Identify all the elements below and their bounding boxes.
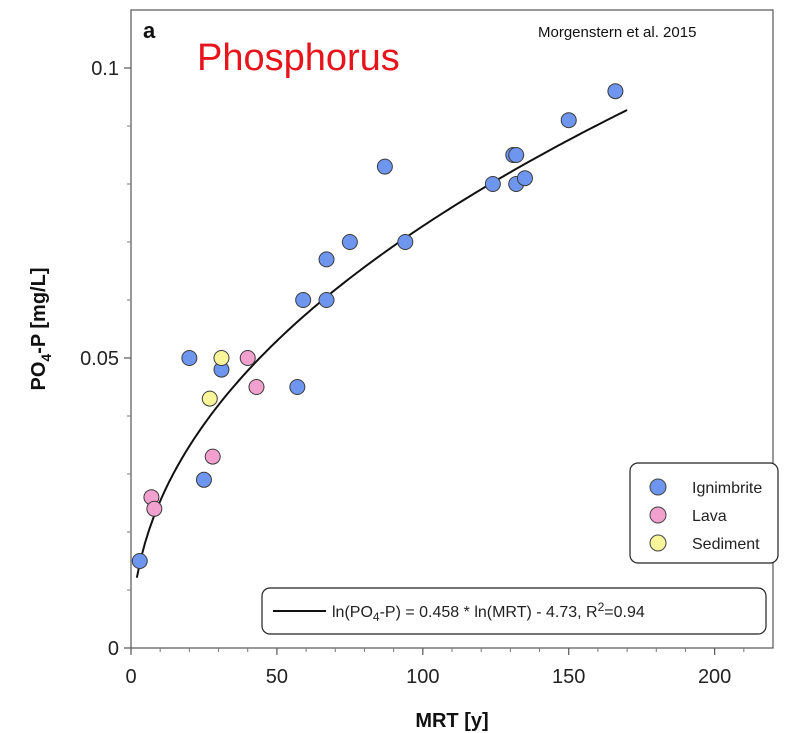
point-ignimbrite bbox=[341, 234, 358, 250]
point-ignimbrite bbox=[560, 112, 577, 129]
fit-equation-text: ln(PO4-P) = 0.458 * ln(MRT) - 4.73, R2=0… bbox=[332, 600, 645, 624]
legend-box bbox=[629, 462, 779, 564]
point-lava bbox=[204, 448, 221, 465]
legend-label-ignimbrite: Ignimbrite bbox=[692, 480, 762, 497]
fit-equation-box bbox=[261, 587, 767, 635]
y-axis-label: PO4-P [mg/L] bbox=[28, 268, 54, 391]
x-tick-label: 50 bbox=[266, 666, 288, 688]
point-ignimbrite bbox=[508, 147, 525, 163]
point-sediment bbox=[201, 390, 218, 407]
point-lava bbox=[248, 379, 265, 395]
point-ignimbrite bbox=[516, 170, 533, 187]
x-axis-label: MRT [y] bbox=[415, 710, 488, 732]
fit-curve bbox=[135, 109, 628, 578]
y-axis-label-main: PO bbox=[28, 362, 50, 391]
y-axis-ticks: 0 0.05 0.1 bbox=[80, 58, 131, 660]
point-ignimbrite bbox=[484, 176, 501, 192]
fit-eq-post: =0.94 bbox=[604, 604, 645, 621]
legend-marker-sediment bbox=[649, 534, 667, 552]
point-ignimbrite bbox=[295, 292, 312, 308]
fit-eq-subscript: 4 bbox=[373, 610, 380, 624]
point-ignimbrite bbox=[289, 379, 306, 395]
x-tick-label: 0 bbox=[125, 666, 136, 688]
fit-eq-pre: ln(PO bbox=[332, 604, 373, 621]
y-tick-label: 0.1 bbox=[91, 58, 119, 80]
chart-title: Phosphorus bbox=[197, 37, 400, 79]
point-lava bbox=[239, 350, 256, 366]
x-tick-label: 200 bbox=[698, 666, 731, 688]
point-ignimbrite bbox=[318, 292, 335, 308]
legend-label-lava: Lava bbox=[692, 508, 727, 525]
point-lava bbox=[146, 500, 163, 517]
legend-marker-ignimbrite bbox=[649, 478, 667, 496]
y-axis-label-rest: -P [mg/L] bbox=[28, 268, 50, 354]
legend: Ignimbrite Lava Sediment bbox=[629, 462, 779, 564]
panel-label: a bbox=[143, 18, 156, 43]
point-ignimbrite bbox=[607, 83, 624, 100]
y-tick-label: 0.05 bbox=[80, 348, 119, 370]
fit-eq-superscript: 2 bbox=[598, 600, 605, 614]
x-tick-label: 100 bbox=[406, 666, 439, 688]
scatter-points bbox=[131, 83, 624, 569]
point-ignimbrite bbox=[376, 158, 393, 175]
point-ignimbrite bbox=[397, 234, 414, 250]
point-sediment bbox=[213, 350, 230, 366]
legend-marker-lava bbox=[649, 506, 667, 524]
point-ignimbrite bbox=[195, 471, 212, 488]
x-axis-ticks: 0 50 100 150 200 bbox=[125, 648, 745, 688]
point-ignimbrite bbox=[318, 251, 335, 268]
citation-text: Morgenstern et al. 2015 bbox=[538, 24, 696, 41]
y-axis-label-subscript: 4 bbox=[38, 354, 54, 362]
y-tick-label: 0 bbox=[108, 638, 119, 660]
x-tick-label: 150 bbox=[552, 666, 585, 688]
fit-equation-legend: ln(PO4-P) = 0.458 * ln(MRT) - 4.73, R2=0… bbox=[261, 587, 767, 635]
fit-eq-mid: -P) = 0.458 * ln(MRT) - 4.73, R bbox=[380, 604, 598, 621]
point-ignimbrite bbox=[131, 553, 148, 569]
legend-label-sediment: Sediment bbox=[692, 536, 760, 553]
point-ignimbrite bbox=[181, 350, 198, 366]
